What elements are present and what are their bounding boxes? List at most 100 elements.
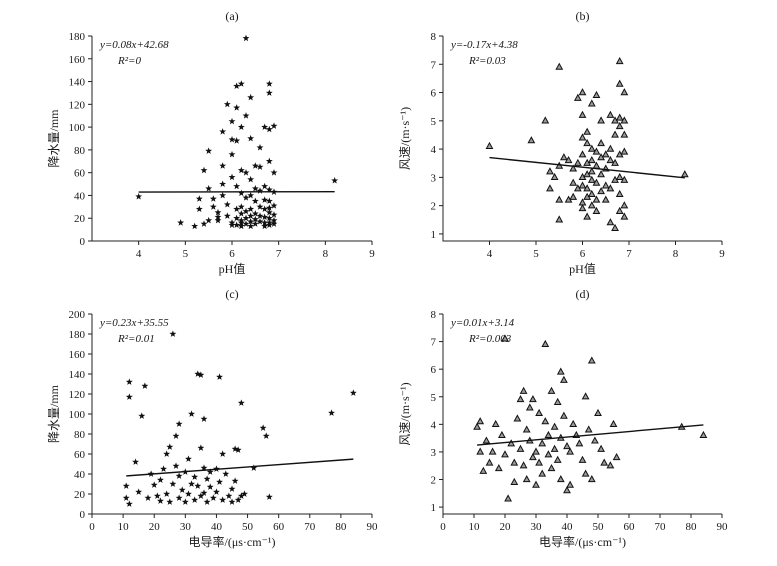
data-point bbox=[592, 178, 601, 186]
y-tick-label: 80 bbox=[74, 429, 86, 441]
data-point bbox=[228, 117, 236, 125]
data-point bbox=[349, 389, 357, 396]
data-point bbox=[550, 444, 559, 452]
data-point bbox=[569, 178, 578, 186]
data-point bbox=[538, 469, 547, 477]
data-point bbox=[125, 500, 133, 507]
data-point bbox=[241, 490, 248, 497]
y-axis-title: 降水量/mm bbox=[47, 109, 61, 168]
data-point bbox=[237, 166, 245, 174]
y-tick-label: 40 bbox=[74, 469, 86, 481]
data-point bbox=[191, 473, 199, 480]
data-point bbox=[528, 395, 537, 403]
data-point bbox=[265, 208, 273, 216]
data-point bbox=[265, 80, 273, 87]
data-point bbox=[270, 122, 278, 129]
r-squared-label: R²=0 bbox=[117, 55, 141, 67]
x-tick-label: 30 bbox=[180, 521, 192, 533]
data-point bbox=[237, 399, 245, 406]
data-point bbox=[555, 195, 564, 203]
y-tick-label: 160 bbox=[69, 54, 86, 66]
regression-equation: y=0.01x+3.14 bbox=[450, 317, 515, 329]
data-point bbox=[578, 133, 587, 141]
x-tick-label: 5 bbox=[533, 248, 539, 260]
x-tick-label: 70 bbox=[304, 521, 316, 533]
data-point bbox=[592, 161, 601, 169]
data-point bbox=[592, 147, 601, 155]
data-point bbox=[584, 425, 593, 433]
regression-equation: y=0.23x+35.55 bbox=[99, 317, 169, 329]
data-point bbox=[265, 125, 273, 133]
data-point bbox=[587, 201, 596, 209]
data-point bbox=[256, 203, 264, 210]
data-point bbox=[550, 422, 559, 430]
data-point bbox=[188, 410, 195, 417]
data-point bbox=[261, 205, 269, 213]
data-point bbox=[153, 492, 161, 499]
data-point bbox=[247, 191, 255, 199]
data-point bbox=[606, 110, 615, 118]
data-point bbox=[513, 414, 522, 422]
data-point bbox=[559, 153, 568, 161]
x-tick-label: 0 bbox=[440, 521, 446, 533]
data-point bbox=[592, 90, 601, 99]
x-axis-title: pH值 bbox=[569, 261, 596, 276]
data-point bbox=[175, 494, 183, 501]
data-point bbox=[559, 411, 568, 419]
data-point bbox=[157, 476, 164, 483]
data-point bbox=[247, 218, 255, 225]
data-point bbox=[172, 432, 180, 439]
data-point bbox=[242, 194, 250, 201]
data-point bbox=[242, 34, 250, 42]
r-squared-label: R²=0.003 bbox=[468, 333, 512, 345]
data-point bbox=[237, 189, 245, 197]
y-tick-label: 4 bbox=[431, 419, 437, 431]
data-point bbox=[699, 430, 708, 439]
data-point bbox=[501, 334, 509, 342]
x-tick-label: 80 bbox=[686, 521, 698, 533]
x-tick-label: 9 bbox=[369, 248, 375, 260]
data-point bbox=[251, 210, 259, 217]
x-axis-title: pH值 bbox=[219, 261, 246, 276]
y-tick-label: 140 bbox=[69, 77, 86, 89]
x-tick-label: 4 bbox=[136, 248, 142, 260]
data-point bbox=[203, 498, 211, 505]
data-point bbox=[206, 483, 214, 490]
data-point bbox=[587, 356, 596, 364]
y-tick-label: 180 bbox=[69, 31, 86, 43]
data-point bbox=[228, 136, 236, 143]
data-point bbox=[265, 197, 273, 205]
data-point bbox=[328, 409, 335, 416]
data-point bbox=[256, 163, 264, 170]
data-point bbox=[597, 444, 606, 452]
data-point bbox=[200, 464, 208, 471]
data-point bbox=[261, 213, 269, 220]
data-point bbox=[578, 181, 587, 189]
r-squared-label: R²=0.03 bbox=[468, 55, 506, 67]
data-point bbox=[270, 216, 278, 224]
data-point bbox=[597, 170, 606, 178]
data-point bbox=[559, 375, 568, 383]
data-point bbox=[569, 192, 578, 200]
data-point bbox=[125, 378, 133, 385]
data-point bbox=[564, 155, 573, 164]
data-point bbox=[261, 219, 269, 226]
data-point bbox=[247, 93, 255, 101]
data-point bbox=[233, 82, 241, 90]
data-point bbox=[601, 150, 610, 158]
x-tick-label: 90 bbox=[367, 521, 379, 533]
x-axis-title: 电导率/(μs·cm⁻¹) bbox=[188, 534, 275, 549]
data-point bbox=[125, 393, 133, 400]
data-point bbox=[600, 458, 609, 466]
data-point bbox=[519, 461, 528, 469]
data-point bbox=[233, 221, 241, 228]
data-point bbox=[532, 480, 540, 488]
data-point bbox=[233, 182, 241, 190]
data-point bbox=[237, 203, 245, 210]
data-point bbox=[209, 494, 217, 501]
data-point bbox=[620, 88, 629, 96]
data-point bbox=[620, 147, 629, 155]
data-point bbox=[556, 475, 565, 483]
data-point bbox=[546, 167, 554, 175]
data-point bbox=[573, 158, 582, 166]
